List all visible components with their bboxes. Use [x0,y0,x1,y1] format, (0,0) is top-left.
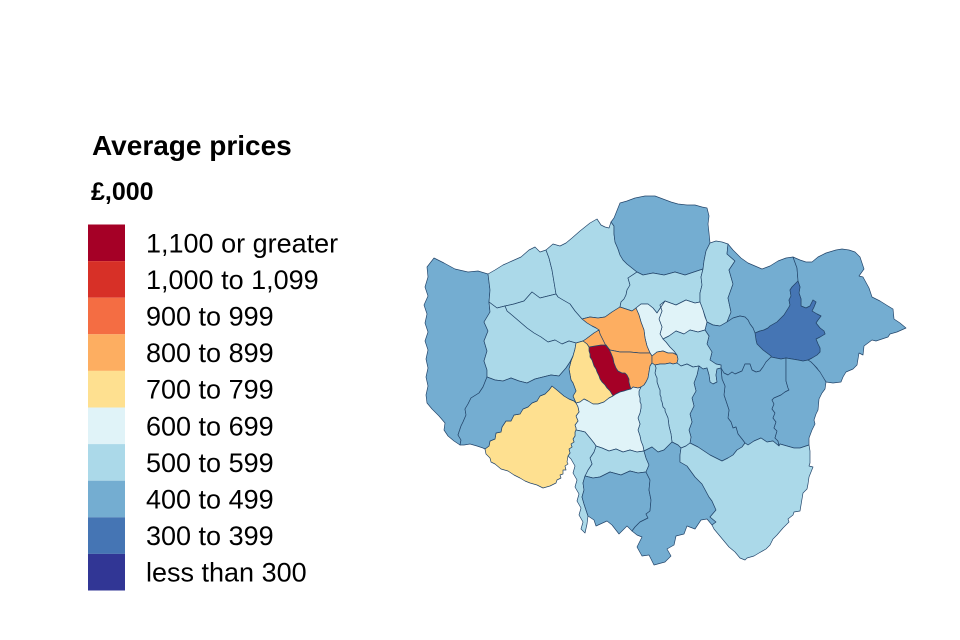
svg-text:1,000 to 1,099: 1,000 to 1,099 [146,265,319,295]
svg-text:600 to 699: 600 to 699 [146,411,274,441]
svg-text:Average prices: Average prices [92,130,292,161]
svg-text:300 to 399: 300 to 399 [146,521,274,551]
svg-text:900 to 999: 900 to 999 [146,302,274,332]
svg-text:400 to 499: 400 to 499 [146,485,274,515]
svg-text:800 to 899: 800 to 899 [146,338,274,368]
svg-text:500 to 599: 500 to 599 [146,448,274,478]
svg-text:700 to 799: 700 to 799 [146,375,274,405]
svg-text:1,100 or greater: 1,100 or greater [146,228,338,258]
svg-text:£,000: £,000 [91,178,154,206]
svg-text:less than 300: less than 300 [146,558,307,588]
